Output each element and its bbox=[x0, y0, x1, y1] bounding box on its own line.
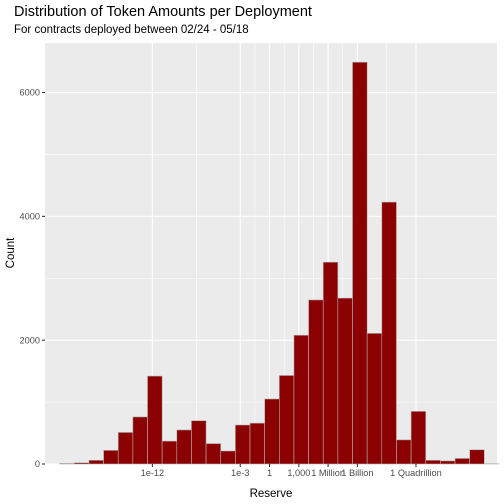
histogram-bar bbox=[235, 424, 251, 465]
histogram-bar bbox=[410, 411, 427, 465]
y-tick-label: 6000 bbox=[20, 88, 40, 98]
histogram-bar bbox=[469, 449, 485, 465]
x-tick-label: 1 Million bbox=[311, 468, 345, 478]
chart-subtitle: For contracts deployed between 02/24 - 0… bbox=[14, 24, 249, 36]
y-tick-label: 4000 bbox=[20, 212, 40, 222]
histogram-bar bbox=[264, 398, 280, 465]
histogram-bar bbox=[73, 462, 90, 465]
histogram-bar bbox=[322, 261, 339, 465]
y-tick-label: 0 bbox=[35, 459, 40, 469]
histogram-bar bbox=[59, 463, 75, 465]
histogram-bar bbox=[191, 420, 207, 465]
histogram-bar bbox=[293, 334, 309, 465]
histogram-bar bbox=[381, 201, 397, 465]
histogram-bar bbox=[161, 440, 178, 465]
histogram-bar bbox=[88, 459, 104, 465]
y-tick-label: 2000 bbox=[20, 335, 40, 345]
histogram-bar bbox=[220, 450, 236, 465]
bars bbox=[59, 61, 500, 465]
histogram-bar bbox=[308, 299, 324, 465]
histogram-bar bbox=[425, 459, 441, 465]
histogram-bar bbox=[176, 429, 192, 465]
histogram-bar bbox=[205, 443, 222, 465]
histogram-bar bbox=[132, 416, 148, 465]
histogram-bar bbox=[366, 333, 383, 465]
x-tick-label: 1e-12 bbox=[141, 468, 165, 478]
histogram-bar bbox=[352, 61, 368, 465]
histogram-bar bbox=[278, 375, 295, 465]
x-tick-label: 1,000 bbox=[287, 468, 310, 478]
histogram-bar bbox=[337, 297, 353, 465]
x-tick-label: 1 bbox=[267, 468, 272, 478]
y-axis-title: Count bbox=[5, 237, 17, 268]
histogram-bar bbox=[103, 450, 119, 465]
x-tick-label: 1 Billion bbox=[341, 468, 373, 478]
plot-panel bbox=[45, 43, 497, 464]
chart-title: Distribution of Token Amounts per Deploy… bbox=[14, 4, 312, 20]
y-axis: 0 2000 4000 6000 bbox=[20, 88, 45, 469]
histogram-bar bbox=[249, 422, 265, 465]
histogram-bar bbox=[147, 375, 163, 465]
histogram-bar bbox=[117, 432, 134, 465]
x-axis-title: Reserve bbox=[250, 488, 293, 500]
histogram-bar bbox=[454, 458, 470, 465]
x-tick-label: 1e-3 bbox=[231, 468, 249, 478]
histogram-bar bbox=[440, 460, 456, 465]
histogram-bar bbox=[396, 439, 412, 465]
x-tick-label: 1 Quadrillion bbox=[390, 468, 442, 478]
